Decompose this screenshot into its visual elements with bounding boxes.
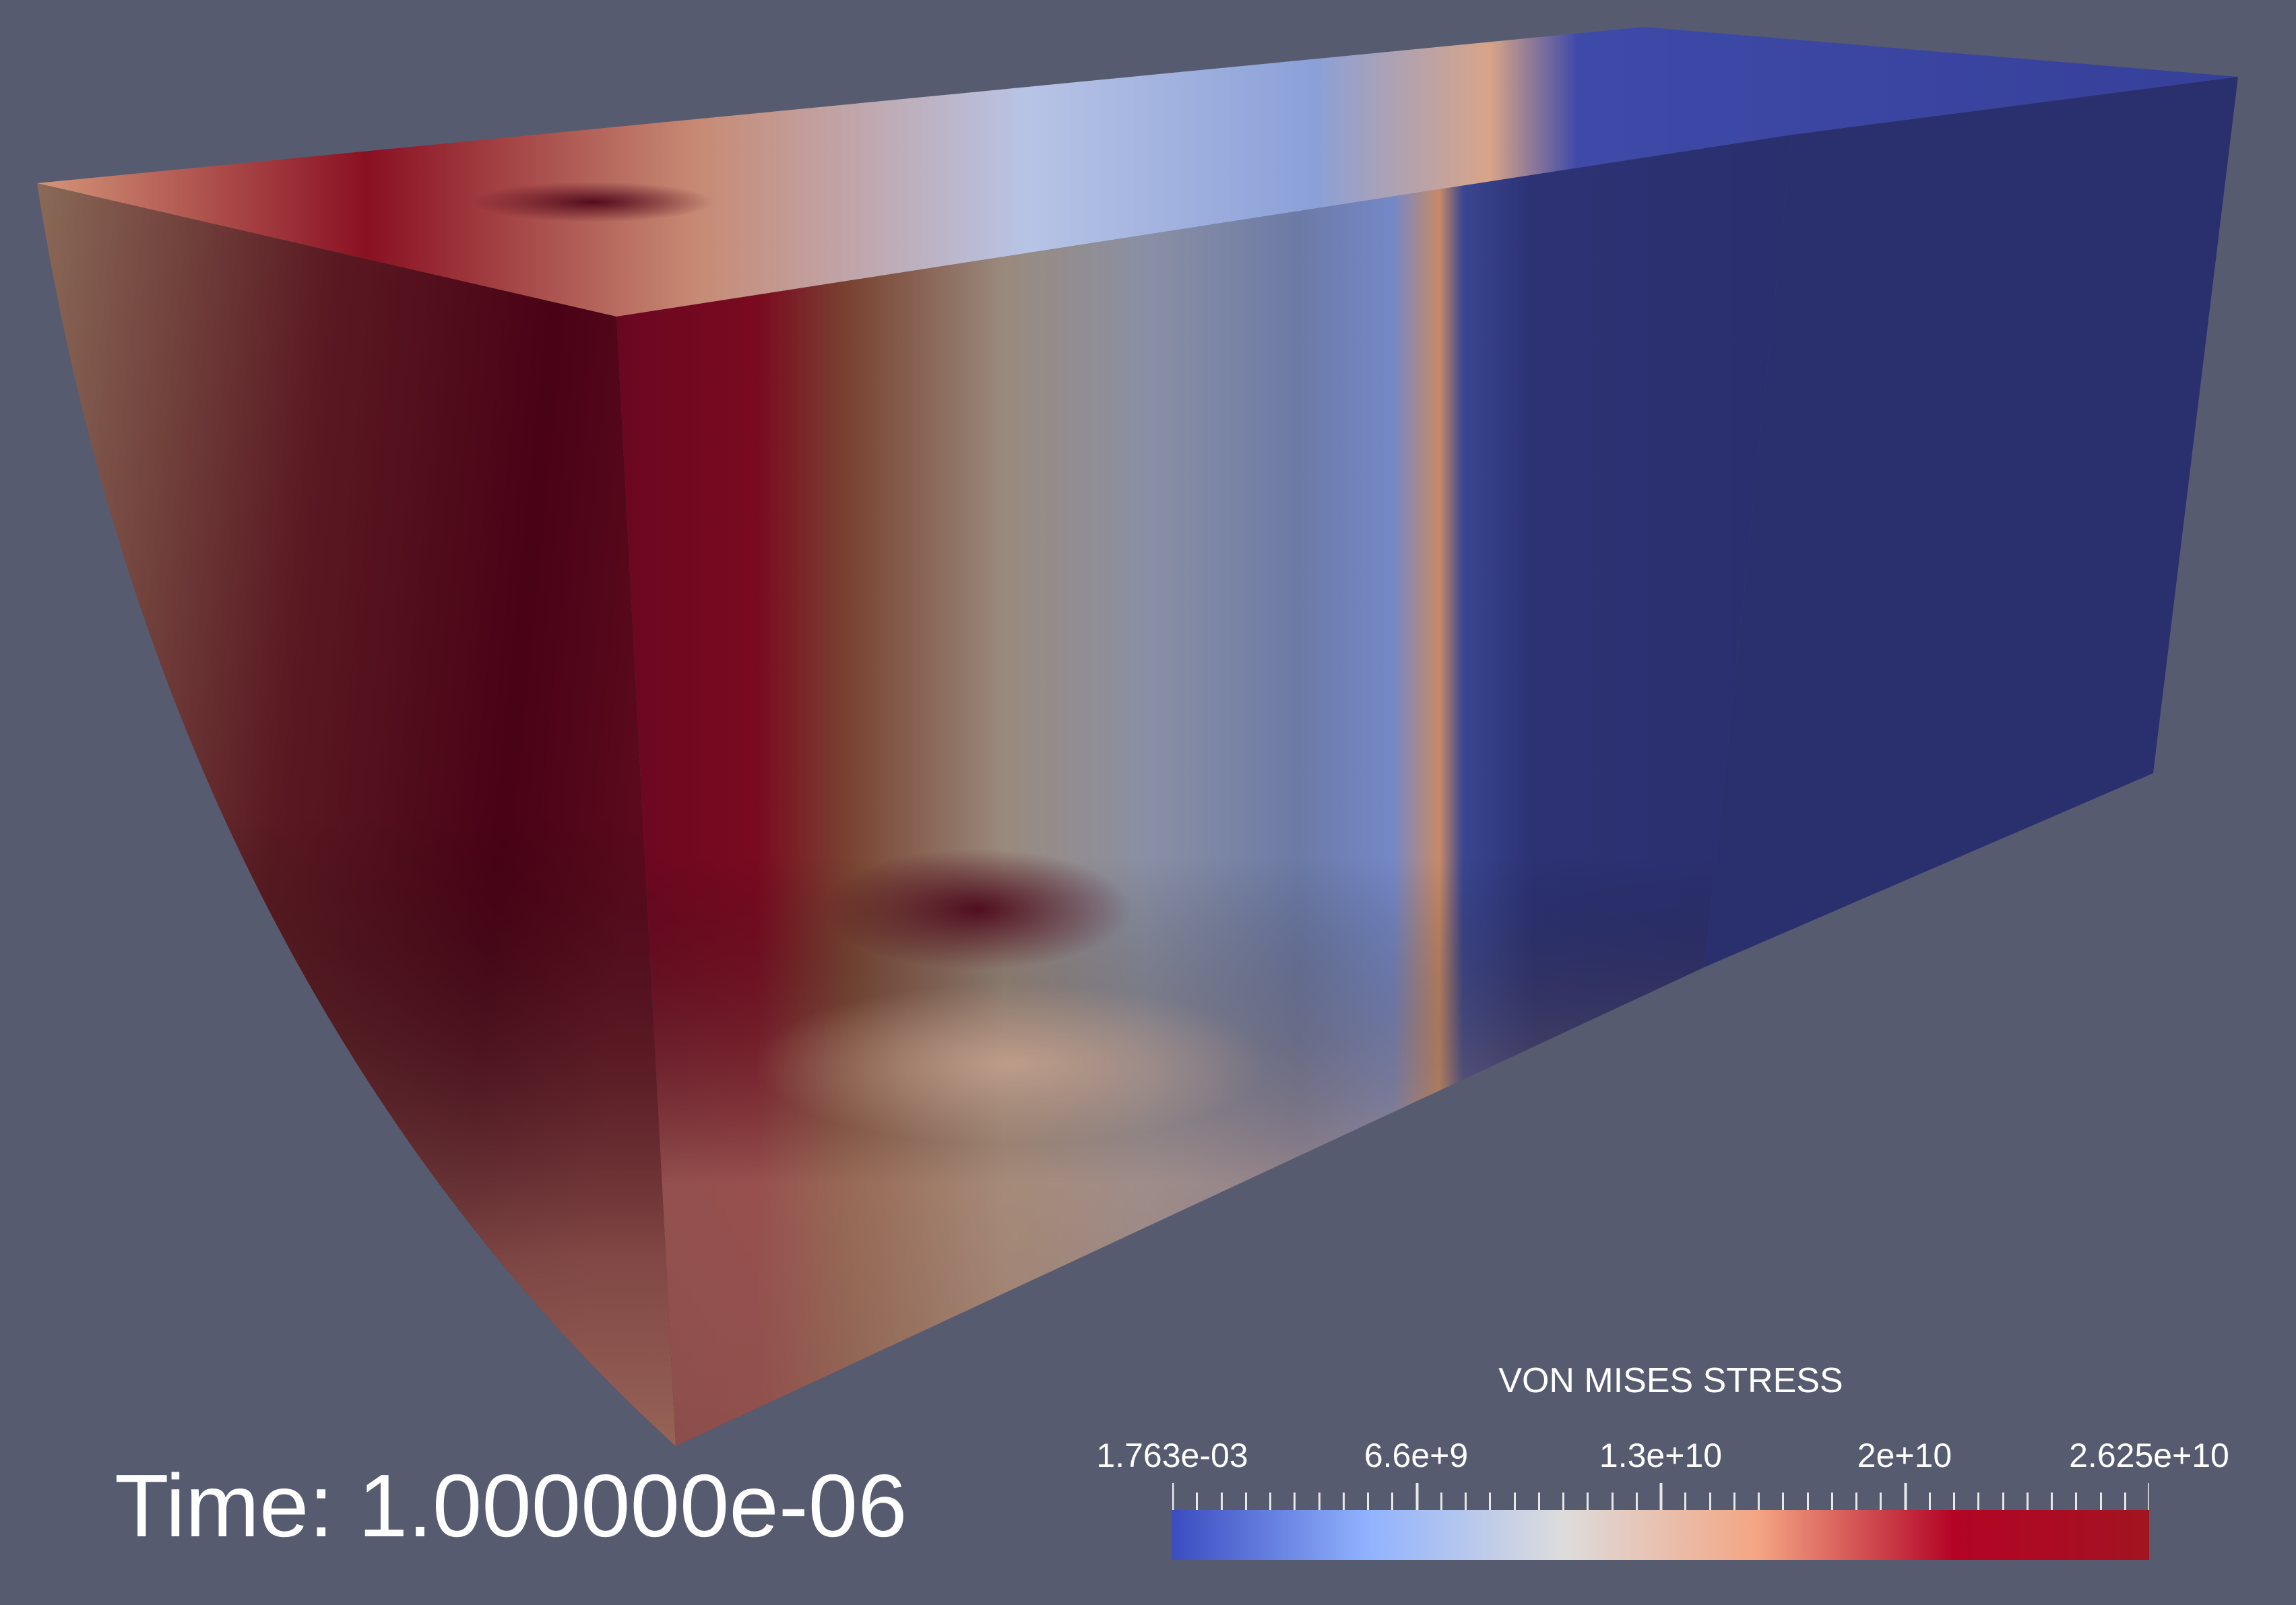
side-face-shading	[616, 135, 1792, 1446]
colorbar-ticks	[1172, 1483, 2149, 1510]
legend-tick-label: 6.6e+9	[1364, 1437, 1469, 1474]
legend-tick-label: 2.625e+10	[2069, 1437, 2229, 1474]
stress-blob	[822, 849, 1132, 970]
legend-tick-label: 2e+10	[1857, 1437, 1952, 1474]
stress-blob	[755, 983, 1267, 1145]
end-face	[1704, 77, 2238, 967]
stress-blob	[472, 182, 714, 222]
time-annotation: Time: 1.000000e-06	[115, 1456, 907, 1555]
colorbar-gradient	[1172, 1510, 2149, 1560]
legend-tick-label: 1.763e-03	[1096, 1437, 1248, 1474]
scalar-bar-legend[interactable]: VON MISES STRESS 1.763e-03 6.6e+9 1.3e+1…	[1078, 1361, 2264, 1563]
colorbar	[1172, 1510, 2149, 1560]
legend-title: VON MISES STRESS	[1498, 1361, 1843, 1400]
top-face	[37, 27, 2238, 317]
curved-face-shading	[37, 183, 676, 1446]
legend-tick-label: 1.3e+10	[1599, 1437, 1723, 1474]
